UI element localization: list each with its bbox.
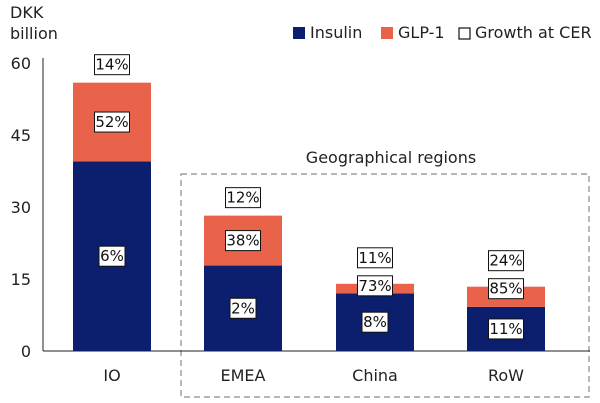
y-tick-label-0: 0 xyxy=(21,342,31,361)
growth-label-io-glp1-box xyxy=(94,111,130,133)
category-label-emea: EMEA xyxy=(221,366,266,385)
growth-label-row-total-box xyxy=(488,250,524,272)
growth-label-emea-glp1-box xyxy=(225,230,261,252)
growth-labels: 6% 52% 14% 2% 38% 12% 8% 73% 11% 11% 85% 24% xyxy=(94,54,524,340)
growth-label-china-glp1-box xyxy=(357,275,393,297)
growth-label-china-total: 11% xyxy=(358,249,391,267)
category-label-row: RoW xyxy=(488,366,524,385)
growth-label-row-glp1: 85% xyxy=(489,280,522,298)
growth-label-io-total-box xyxy=(94,54,130,76)
legend-swatch-glp1 xyxy=(381,27,393,39)
bars xyxy=(73,82,545,351)
legend-swatch-insulin xyxy=(293,27,305,39)
growth-label-io-insulin-box xyxy=(98,245,126,267)
y-tick-label-45: 45 xyxy=(11,126,31,145)
growth-label-emea-insulin-box xyxy=(229,297,257,319)
growth-label-row-total: 24% xyxy=(489,252,522,270)
y-tick-label-60: 60 xyxy=(11,54,31,73)
legend-label-glp1: GLP-1 xyxy=(398,23,445,42)
legend: Insulin GLP-1 Growth at CER xyxy=(293,23,592,42)
growth-label-china-insulin-box xyxy=(361,311,389,333)
growth-label-io-insulin: 6% xyxy=(100,247,124,265)
y-axis-title-line2: billion xyxy=(10,24,58,43)
growth-label-emea-total: 12% xyxy=(226,189,259,207)
y-tick-label-15: 15 xyxy=(11,270,31,289)
category-label-china: China xyxy=(352,366,398,385)
growth-label-emea-glp1: 38% xyxy=(226,232,259,250)
growth-label-row-glp1-box xyxy=(488,278,524,300)
regions-group-label: Geographical regions xyxy=(306,148,476,167)
growth-label-io-glp1: 52% xyxy=(95,113,128,131)
growth-label-row-insulin: 11% xyxy=(489,320,522,338)
legend-label-growth: Growth at CER xyxy=(475,23,592,42)
category-label-io: IO xyxy=(103,366,120,385)
y-tick-label-30: 30 xyxy=(11,198,31,217)
y-ticks: 0 15 30 45 60 xyxy=(11,54,31,361)
growth-label-row-insulin-box xyxy=(488,318,524,340)
regions-group-box xyxy=(180,173,590,398)
legend-swatch-growth xyxy=(458,27,471,40)
growth-label-emea-insulin: 2% xyxy=(231,299,255,317)
legend-label-insulin: Insulin xyxy=(310,23,362,42)
growth-label-china-insulin: 8% xyxy=(363,313,387,331)
growth-label-io-total: 14% xyxy=(95,56,128,74)
category-labels: IO EMEA China RoW xyxy=(103,366,524,385)
growth-label-china-total-box xyxy=(357,247,393,269)
growth-label-china-glp1: 73% xyxy=(358,277,391,295)
y-axis-title-line1: DKK xyxy=(10,3,44,22)
growth-label-emea-total-box xyxy=(225,187,261,209)
